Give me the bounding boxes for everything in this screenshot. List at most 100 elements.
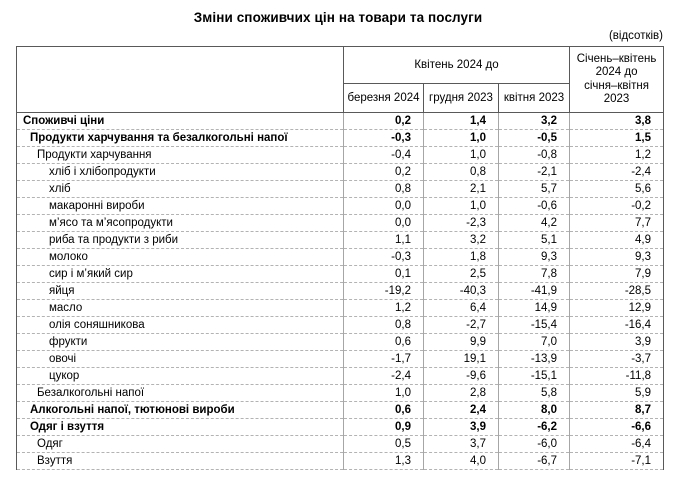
row-label: Продукти харчування та безалкогольні нап…: [16, 129, 344, 147]
row-label: яйця: [16, 282, 344, 300]
column-header-march-2024: березня 2024: [343, 83, 424, 113]
table-row: Одяг і взуття 0,9 3,9 -6,2 -6,6: [16, 418, 665, 436]
row-value: 1,0: [423, 197, 499, 215]
table-row: овочі -1,7 19,1 -13,9 -3,7: [16, 350, 665, 368]
row-label: хліб і хлібопродукти: [16, 163, 344, 181]
row-value: 0,6: [343, 333, 424, 351]
table-row: цукор -2,4 -9,6 -15,1 -11,8: [16, 367, 665, 385]
table-row: м’ясо та м’ясопродукти 0,0 -2,3 4,2 7,7: [16, 214, 665, 232]
row-value: 7,7: [569, 214, 665, 232]
row-value: 7,8: [498, 265, 571, 283]
row-value: 5,1: [498, 231, 571, 249]
row-label: Споживчі ціни: [16, 112, 344, 130]
row-value: 5,6: [569, 180, 665, 198]
row-value: 0,1: [343, 265, 424, 283]
table-row: сир і м’який сир 0,1 2,5 7,8 7,9: [16, 265, 665, 283]
table-row: Продукти харчування -0,4 1,0 -0,8 1,2: [16, 146, 665, 164]
table-header: Квітень 2024 до Січень–квітень 2024 до с…: [16, 46, 665, 113]
row-label: риба та продукти з риби: [16, 231, 344, 249]
row-value: 3,9: [423, 418, 499, 436]
row-label: фрукти: [16, 333, 344, 351]
row-value: 2,8: [423, 384, 499, 402]
row-value: 4,9: [569, 231, 665, 249]
row-value: 0,8: [423, 163, 499, 181]
row-value: -0,4: [343, 146, 424, 164]
row-value: 0,8: [343, 180, 424, 198]
row-value: 4,2: [498, 214, 571, 232]
row-value: 9,3: [498, 248, 571, 266]
row-value: -28,5: [569, 282, 665, 300]
row-value: 1,4: [423, 112, 499, 130]
row-value: 1,3: [343, 452, 424, 470]
row-value: -2,3: [423, 214, 499, 232]
row-value: -7,1: [569, 452, 665, 470]
row-value: 1,1: [343, 231, 424, 249]
row-value: 1,2: [343, 299, 424, 317]
row-value: 5,7: [498, 180, 571, 198]
row-value: 2,1: [423, 180, 499, 198]
row-value: -0,5: [498, 129, 571, 147]
row-value: -13,9: [498, 350, 571, 368]
row-value: 7,9: [569, 265, 665, 283]
row-value: -6,7: [498, 452, 571, 470]
row-value: -2,4: [343, 367, 424, 385]
row-value: -0,2: [569, 197, 665, 215]
row-value: -2,1: [498, 163, 571, 181]
row-value: 1,5: [569, 129, 665, 147]
row-value: 0,2: [343, 112, 424, 130]
row-label: макаронні вироби: [16, 197, 344, 215]
row-value: 3,9: [569, 333, 665, 351]
row-label: Одяг: [16, 435, 344, 453]
row-value: 1,0: [343, 384, 424, 402]
row-value: 1,0: [423, 129, 499, 147]
row-value: -6,4: [569, 435, 665, 453]
row-value: -0,3: [343, 248, 424, 266]
row-label: овочі: [16, 350, 344, 368]
row-value: -6,6: [569, 418, 665, 436]
row-label: молоко: [16, 248, 344, 266]
row-value: -0,3: [343, 129, 424, 147]
label-column-header: [16, 46, 344, 113]
table-row: олія соняшникова 0,8 -2,7 -15,4 -16,4: [16, 316, 665, 334]
row-label: Безалкогольні напої: [16, 384, 344, 402]
row-value: 7,0: [498, 333, 571, 351]
row-value: -41,9: [498, 282, 571, 300]
row-label: Алкогольні напої, тютюнові вироби: [16, 401, 344, 419]
row-label: олія соняшникова: [16, 316, 344, 334]
row-value: -40,3: [423, 282, 499, 300]
table-row: Продукти харчування та безалкогольні нап…: [16, 129, 665, 147]
row-value: 14,9: [498, 299, 571, 317]
row-value: 0,2: [343, 163, 424, 181]
row-value: 9,3: [569, 248, 665, 266]
row-label: Продукти харчування: [16, 146, 344, 164]
row-value: -19,2: [343, 282, 424, 300]
table-row: риба та продукти з риби 1,1 3,2 5,1 4,9: [16, 231, 665, 249]
row-value: 0,9: [343, 418, 424, 436]
row-value: 5,9: [569, 384, 665, 402]
row-value: 8,7: [569, 401, 665, 419]
table-row: Споживчі ціни 0,2 1,4 3,2 3,8: [16, 112, 665, 130]
row-value: -3,7: [569, 350, 665, 368]
unit-note: (відсотків): [608, 30, 663, 42]
row-value: 0,8: [343, 316, 424, 334]
table-row: Взуття 1,3 4,0 -6,7 -7,1: [16, 452, 665, 470]
row-value: -6,2: [498, 418, 571, 436]
row-value: -1,7: [343, 350, 424, 368]
row-label: м’ясо та м’ясопродукти: [16, 214, 344, 232]
row-value: 1,2: [569, 146, 665, 164]
row-value: -9,6: [423, 367, 499, 385]
row-value: 4,0: [423, 452, 499, 470]
table-row: Безалкогольні напої 1,0 2,8 5,8 5,9: [16, 384, 665, 402]
column-header-december-2023: грудня 2023: [423, 83, 499, 113]
row-label: Одяг і взуття: [16, 418, 344, 436]
table-body: Споживчі ціни 0,2 1,4 3,2 3,8 Продукти харчув…: [16, 112, 665, 470]
page-title: Зміни споживчих цін на товари та послуги: [193, 10, 483, 25]
row-label: цукор: [16, 367, 344, 385]
table-row: макаронні вироби 0,0 1,0 -0,6 -0,2: [16, 197, 665, 215]
row-value: 19,1: [423, 350, 499, 368]
price-change-table: Квітень 2024 до Січень–квітень 2024 до с…: [16, 46, 665, 470]
row-value: -6,0: [498, 435, 571, 453]
row-label: масло: [16, 299, 344, 317]
row-value: 0,0: [343, 214, 424, 232]
